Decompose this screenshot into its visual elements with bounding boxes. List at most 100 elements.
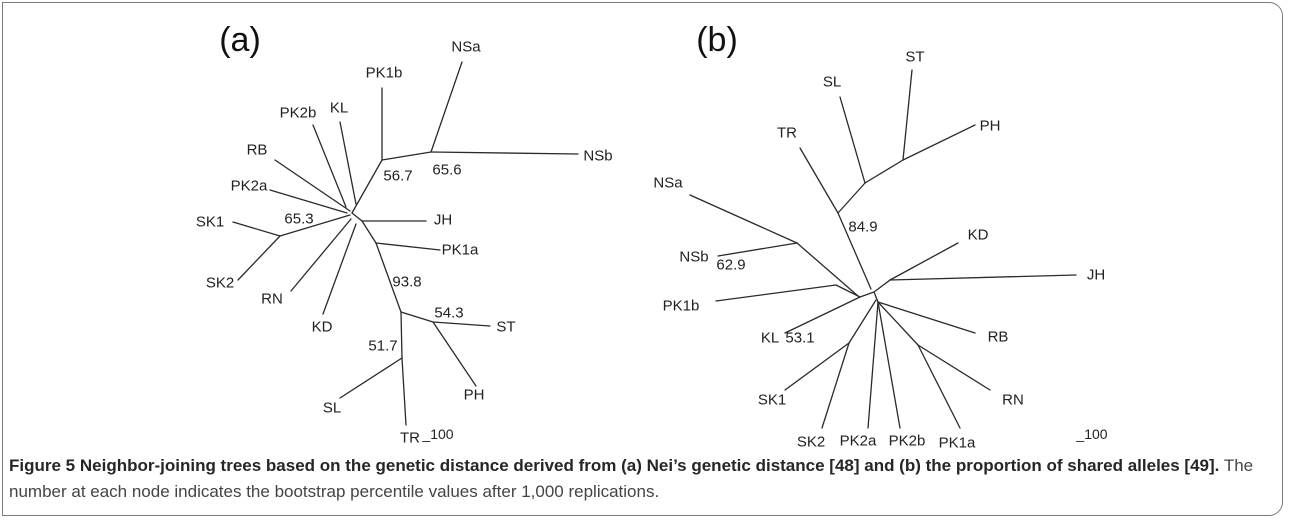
scale-bar-label-b: _100 xyxy=(1075,426,1107,442)
internal-branch-a-upper xyxy=(351,159,383,214)
branch-b-pk1b xyxy=(715,284,837,302)
scale-bar-label-a: _100 xyxy=(421,426,453,442)
leaf-label-a-pk1b: PK1b xyxy=(366,65,403,82)
branch-a-pk2b xyxy=(312,124,347,208)
leaf-label-a-nsa: NSa xyxy=(451,39,481,56)
branch-b-tr xyxy=(799,147,839,214)
branch-a-pk1a xyxy=(375,242,441,251)
leaf-label-a-nsb: NSb xyxy=(583,148,612,165)
internal-branch-a-stph xyxy=(400,311,434,323)
internal-branch-b-upper xyxy=(837,212,872,290)
leaf-label-a-sk1: SK1 xyxy=(196,214,224,231)
branch-a-sk2 xyxy=(237,235,281,281)
internal-branch-a-sk xyxy=(279,214,351,237)
bootstrap-label-a: 65.3 xyxy=(284,211,313,228)
branch-b-sk2 xyxy=(821,342,850,429)
branch-b-nsa xyxy=(689,194,798,244)
leaf-label-b-pk1b: PK1b xyxy=(663,298,700,315)
leaf-label-a-pk1a: PK1a xyxy=(442,242,479,259)
internal-branch-b-hub-left xyxy=(859,291,875,298)
leaf-label-b-nsa: NSa xyxy=(653,175,683,192)
panel-label-a: (a) xyxy=(219,21,261,59)
leaf-label-b-rb: RB xyxy=(988,329,1009,346)
branch-a-kl xyxy=(339,121,357,205)
bootstrap-label-b: 53.1 xyxy=(785,330,814,347)
branch-a-rb xyxy=(274,159,351,212)
tree-b: (b) xyxy=(653,21,1107,452)
branch-a-nsb xyxy=(430,151,579,155)
caption-title: Neighbor-joining trees based on the gene… xyxy=(79,456,1220,475)
branch-a-ph xyxy=(432,321,477,387)
leaf-label-b-sk2: SK2 xyxy=(797,434,825,451)
internal-branch-b-ns xyxy=(796,242,859,297)
leaf-label-b-kl: KL xyxy=(761,330,779,347)
leaf-label-b-tr: TR xyxy=(777,125,797,142)
branch-a-st xyxy=(432,321,491,327)
branch-b-pk2b xyxy=(877,301,901,429)
bootstrap-label-a: 93.8 xyxy=(392,274,421,291)
branch-b-kl xyxy=(784,296,861,334)
panel-label-b: (b) xyxy=(696,21,738,59)
leaf-label-b-pk2a: PK2a xyxy=(840,433,877,450)
leaf-label-a-st: ST xyxy=(496,319,515,336)
internal-branch-a-sltr xyxy=(400,311,403,359)
leaf-label-b-pk2b: PK2b xyxy=(889,433,926,450)
leaf-label-a-kd: KD xyxy=(312,319,333,336)
internal-branch-b-kdjh xyxy=(873,279,891,293)
caption-body: The number at each node indicates the bo… xyxy=(9,456,1254,501)
branch-a-tr xyxy=(401,357,407,426)
branch-a-rn xyxy=(290,218,352,292)
leaf-label-a-rn: RN xyxy=(261,291,283,308)
branch-b-nsb xyxy=(717,242,798,257)
branch-a-kd xyxy=(322,223,357,315)
leaf-label-b-ph: PH xyxy=(980,118,1001,135)
internal-branch-a-lower xyxy=(375,242,402,313)
leaf-label-b-kd: KD xyxy=(968,227,989,244)
branch-a-nsa xyxy=(430,61,463,153)
leaf-label-b-pk1a: PK1a xyxy=(939,435,976,452)
internal-branch-b-pk1arn xyxy=(877,301,919,346)
branch-b-kd xyxy=(889,242,959,281)
branch-b-sl xyxy=(839,96,866,184)
internal-branch-b-slstph xyxy=(837,182,866,214)
leaf-label-a-sl: SL xyxy=(323,400,341,417)
leaf-label-a-jh: JH xyxy=(434,212,452,229)
leaf-label-a-pk2a: PK2a xyxy=(231,178,268,195)
leaf-label-b-sk1: SK1 xyxy=(758,392,786,409)
leaf-label-a-sk2: SK2 xyxy=(206,275,234,292)
leaf-label-b-rn: RN xyxy=(1002,392,1024,409)
branch-b-pk1a xyxy=(917,344,961,429)
leaf-label-a-kl: KL xyxy=(330,100,348,117)
branch-b-st xyxy=(902,69,913,161)
branch-b-sk1 xyxy=(784,342,850,391)
branch-b-pk2a xyxy=(867,301,879,429)
leaf-label-a-ph: PH xyxy=(464,387,485,404)
bootstrap-label-a: 65.6 xyxy=(432,162,461,179)
internal-branch-a-hub xyxy=(351,212,363,222)
leaf-label-a-tr: TR xyxy=(400,430,420,447)
leaf-label-a-pk2b: PK2b xyxy=(280,105,317,122)
bootstrap-label-b: 84.9 xyxy=(848,219,877,236)
internal-branch-a-ns xyxy=(381,151,432,161)
tree-figure: (a) xyxy=(196,21,1108,452)
branch-b-rn xyxy=(917,344,991,391)
internal-branch-a-pk1a xyxy=(361,220,377,244)
branch-b-ph xyxy=(902,124,976,161)
bootstrap-label-a: 54.3 xyxy=(434,305,463,322)
branch-a-pk2a xyxy=(269,189,348,214)
leaf-label-b-st: ST xyxy=(905,49,924,66)
internal-branch-b-hub-down xyxy=(873,291,879,303)
bootstrap-label-a: 51.7 xyxy=(368,338,397,355)
branch-b-rb xyxy=(877,301,976,334)
leaf-label-b-sl: SL xyxy=(823,74,841,91)
internal-branch-b-sk xyxy=(848,299,877,344)
leaf-label-b-nsb: NSb xyxy=(679,249,708,266)
branch-a-sk1 xyxy=(232,221,281,237)
tree-a: (a) xyxy=(196,21,613,447)
leaf-label-b-jh: JH xyxy=(1087,267,1105,284)
bootstrap-label-b: 62.9 xyxy=(716,257,745,274)
bootstrap-label-a: 56.7 xyxy=(383,168,412,185)
internal-branch-b-stph xyxy=(864,159,904,184)
